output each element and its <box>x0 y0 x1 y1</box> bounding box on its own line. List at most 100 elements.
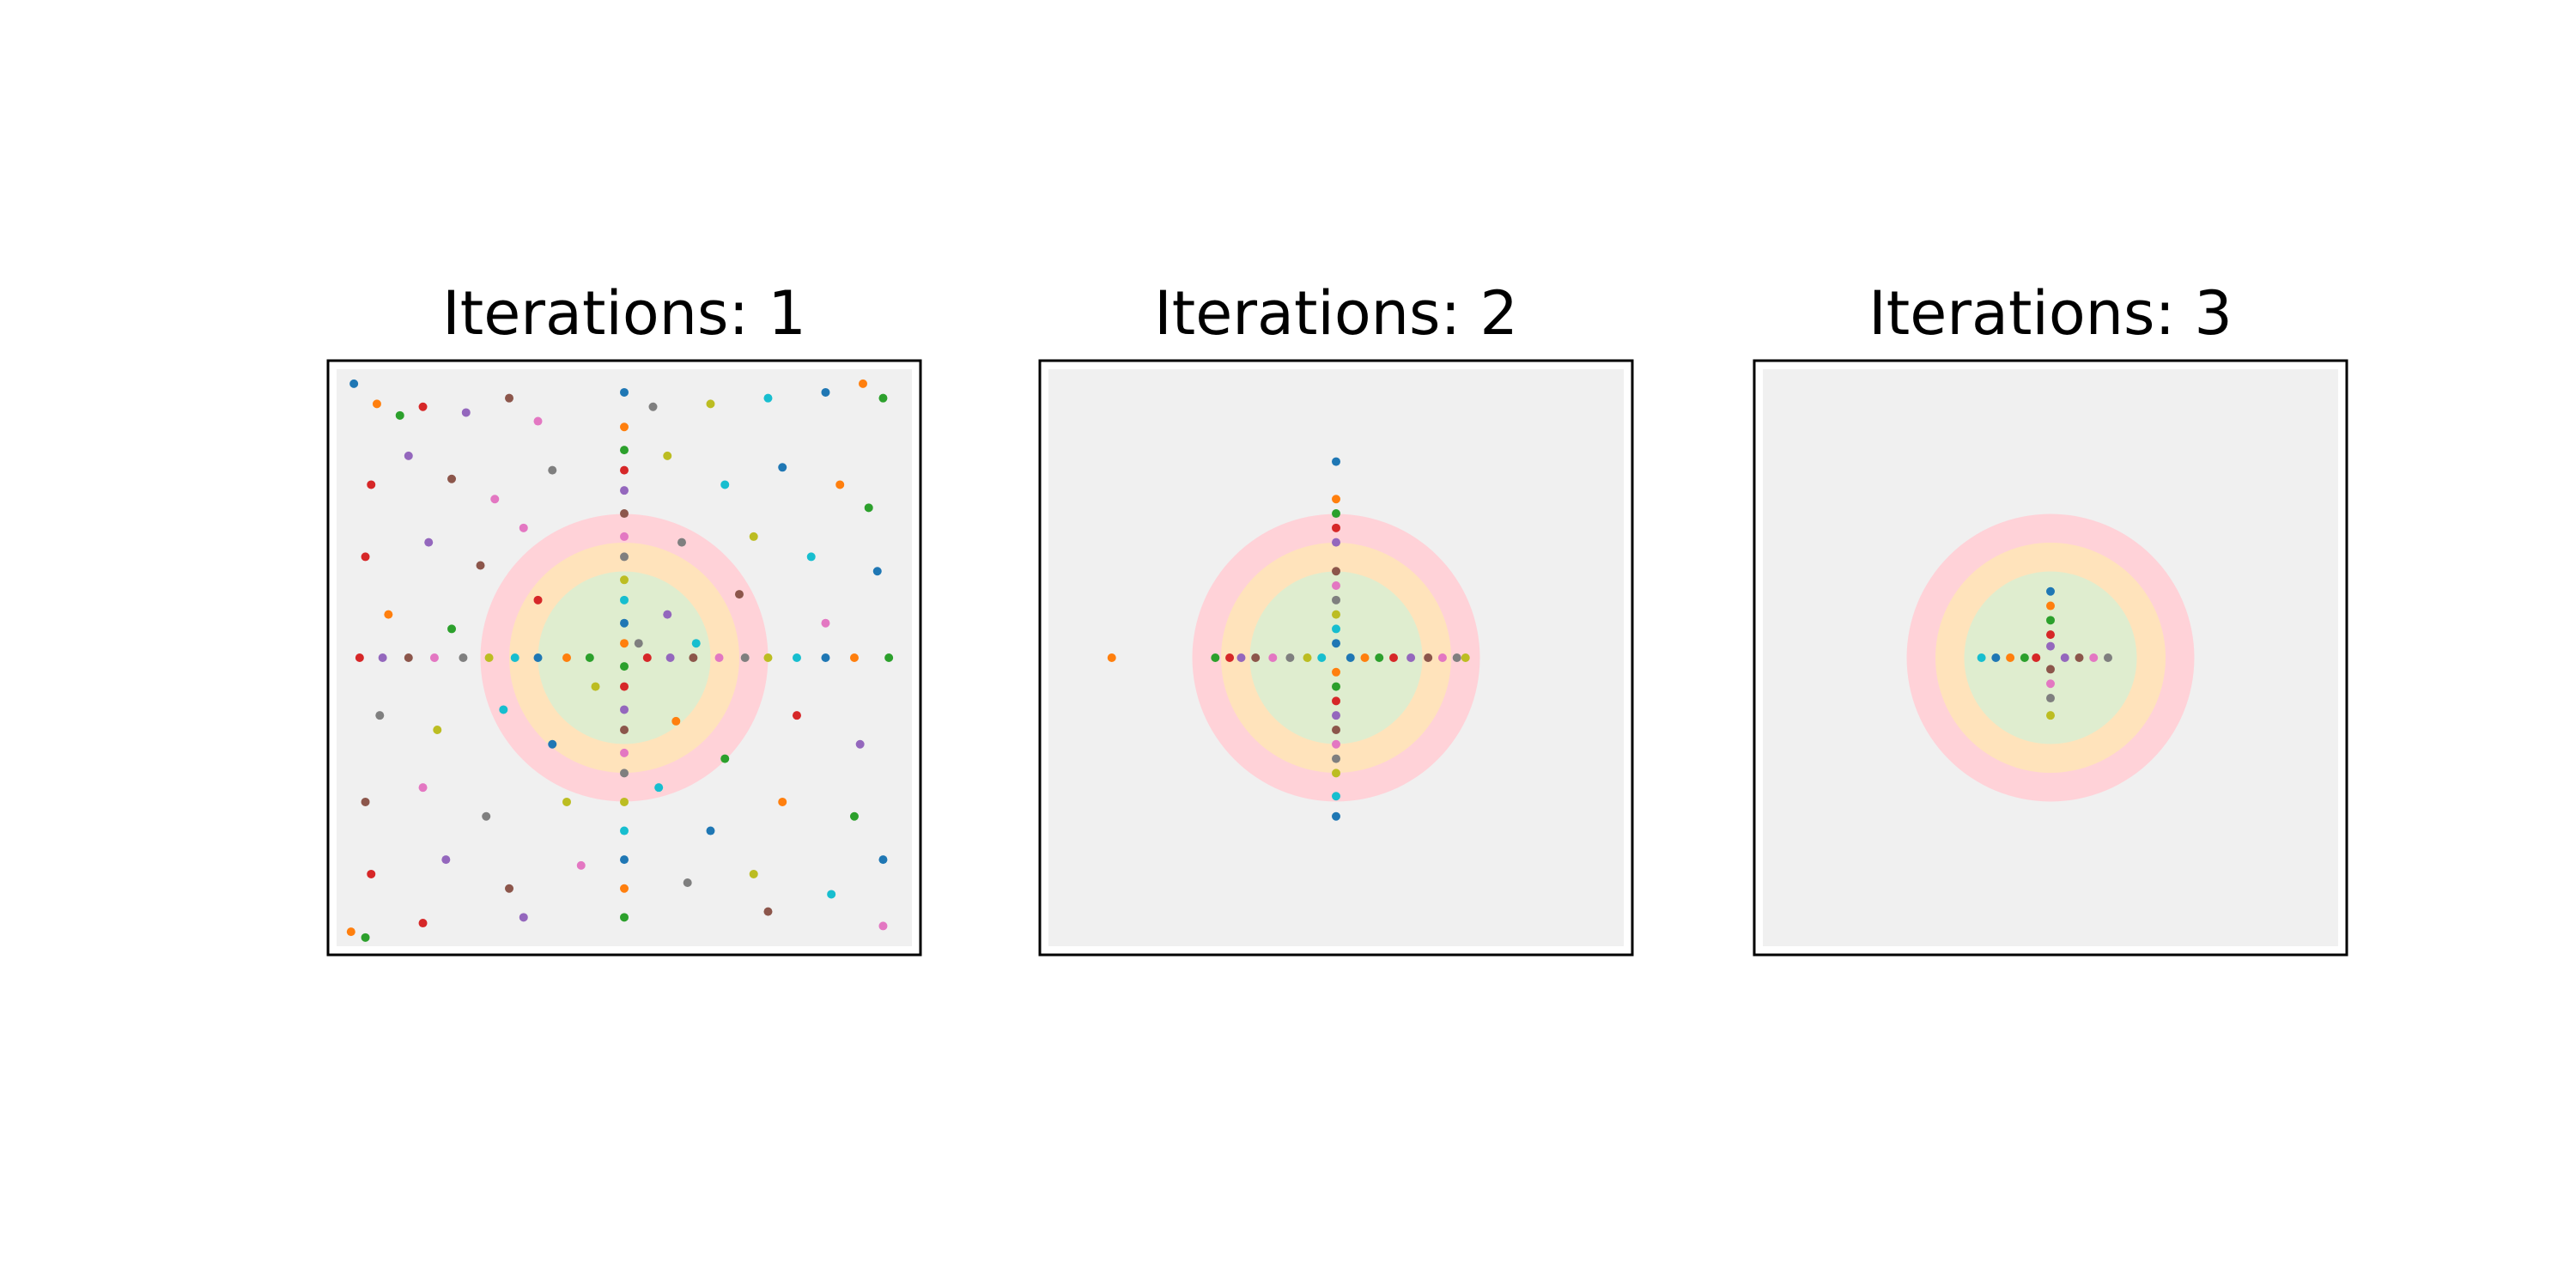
point <box>484 653 494 662</box>
point <box>620 884 629 893</box>
point <box>1332 639 1340 648</box>
point <box>461 408 471 417</box>
point <box>620 422 629 432</box>
panel-title: Iterations: 2 <box>1154 278 1518 349</box>
point <box>835 480 845 489</box>
point <box>2006 653 2015 662</box>
point <box>689 653 698 662</box>
point <box>2060 653 2069 662</box>
point <box>1332 811 1340 821</box>
point <box>355 653 364 662</box>
point <box>519 523 528 532</box>
point <box>447 624 457 634</box>
point <box>367 480 376 489</box>
point <box>2046 586 2055 596</box>
panel-title: Iterations: 3 <box>1868 278 2233 349</box>
point <box>372 399 381 409</box>
point <box>620 532 629 541</box>
point <box>763 907 773 916</box>
point <box>562 797 572 806</box>
point <box>1332 567 1340 576</box>
point <box>1251 653 1261 662</box>
point <box>476 561 485 570</box>
panel: Iterations: 2 <box>1038 278 1634 957</box>
point <box>849 811 859 821</box>
point <box>1360 653 1370 662</box>
point <box>706 826 715 835</box>
point <box>533 595 543 605</box>
point <box>591 682 600 691</box>
point <box>1332 495 1340 504</box>
point <box>1332 725 1340 734</box>
point <box>706 399 715 409</box>
region-circle <box>1964 571 2137 744</box>
point <box>2046 711 2055 720</box>
point <box>792 653 801 662</box>
point <box>620 509 629 519</box>
point <box>548 465 557 475</box>
point <box>384 610 393 619</box>
point <box>778 797 787 806</box>
point <box>562 653 572 662</box>
point <box>1332 509 1340 519</box>
point <box>2046 641 2055 651</box>
point <box>1332 769 1340 778</box>
point <box>792 711 801 720</box>
point <box>447 474 457 483</box>
point <box>620 705 629 714</box>
point <box>1107 653 1116 662</box>
point <box>585 653 594 662</box>
point <box>2046 601 2055 611</box>
point <box>1332 682 1340 691</box>
point <box>749 869 758 878</box>
point <box>349 379 359 388</box>
point <box>620 797 629 806</box>
point <box>2046 665 2055 674</box>
point <box>2020 653 2029 662</box>
point <box>1332 610 1340 619</box>
point <box>505 393 514 403</box>
point <box>1332 754 1340 763</box>
point <box>620 618 629 628</box>
point <box>620 748 629 757</box>
point <box>1375 653 1384 662</box>
point <box>620 595 629 605</box>
point <box>778 463 787 472</box>
point <box>849 653 859 662</box>
plot-frame <box>1753 359 2348 957</box>
point <box>1332 711 1340 720</box>
point <box>734 590 744 599</box>
point <box>418 402 428 411</box>
point <box>441 855 451 865</box>
point <box>548 739 557 749</box>
point <box>2046 694 2055 703</box>
point <box>510 653 519 662</box>
point <box>424 538 434 547</box>
point <box>519 913 528 922</box>
point <box>1285 653 1295 662</box>
point <box>1991 653 2001 662</box>
point <box>872 567 882 576</box>
point <box>429 653 439 662</box>
point <box>620 639 629 648</box>
point <box>683 878 692 888</box>
point <box>821 387 830 397</box>
point <box>1452 653 1461 662</box>
point <box>663 451 672 460</box>
point <box>620 855 629 865</box>
point <box>1332 581 1340 591</box>
point <box>1236 653 1246 662</box>
point <box>740 653 750 662</box>
point <box>1424 653 1433 662</box>
point <box>2103 653 2112 662</box>
point <box>2046 616 2055 625</box>
point <box>620 913 629 922</box>
point <box>620 682 629 691</box>
panel: Iterations: 1 <box>326 278 922 957</box>
point <box>533 653 543 662</box>
point <box>878 393 888 403</box>
plot-frame <box>1038 359 1634 957</box>
point <box>620 486 629 495</box>
